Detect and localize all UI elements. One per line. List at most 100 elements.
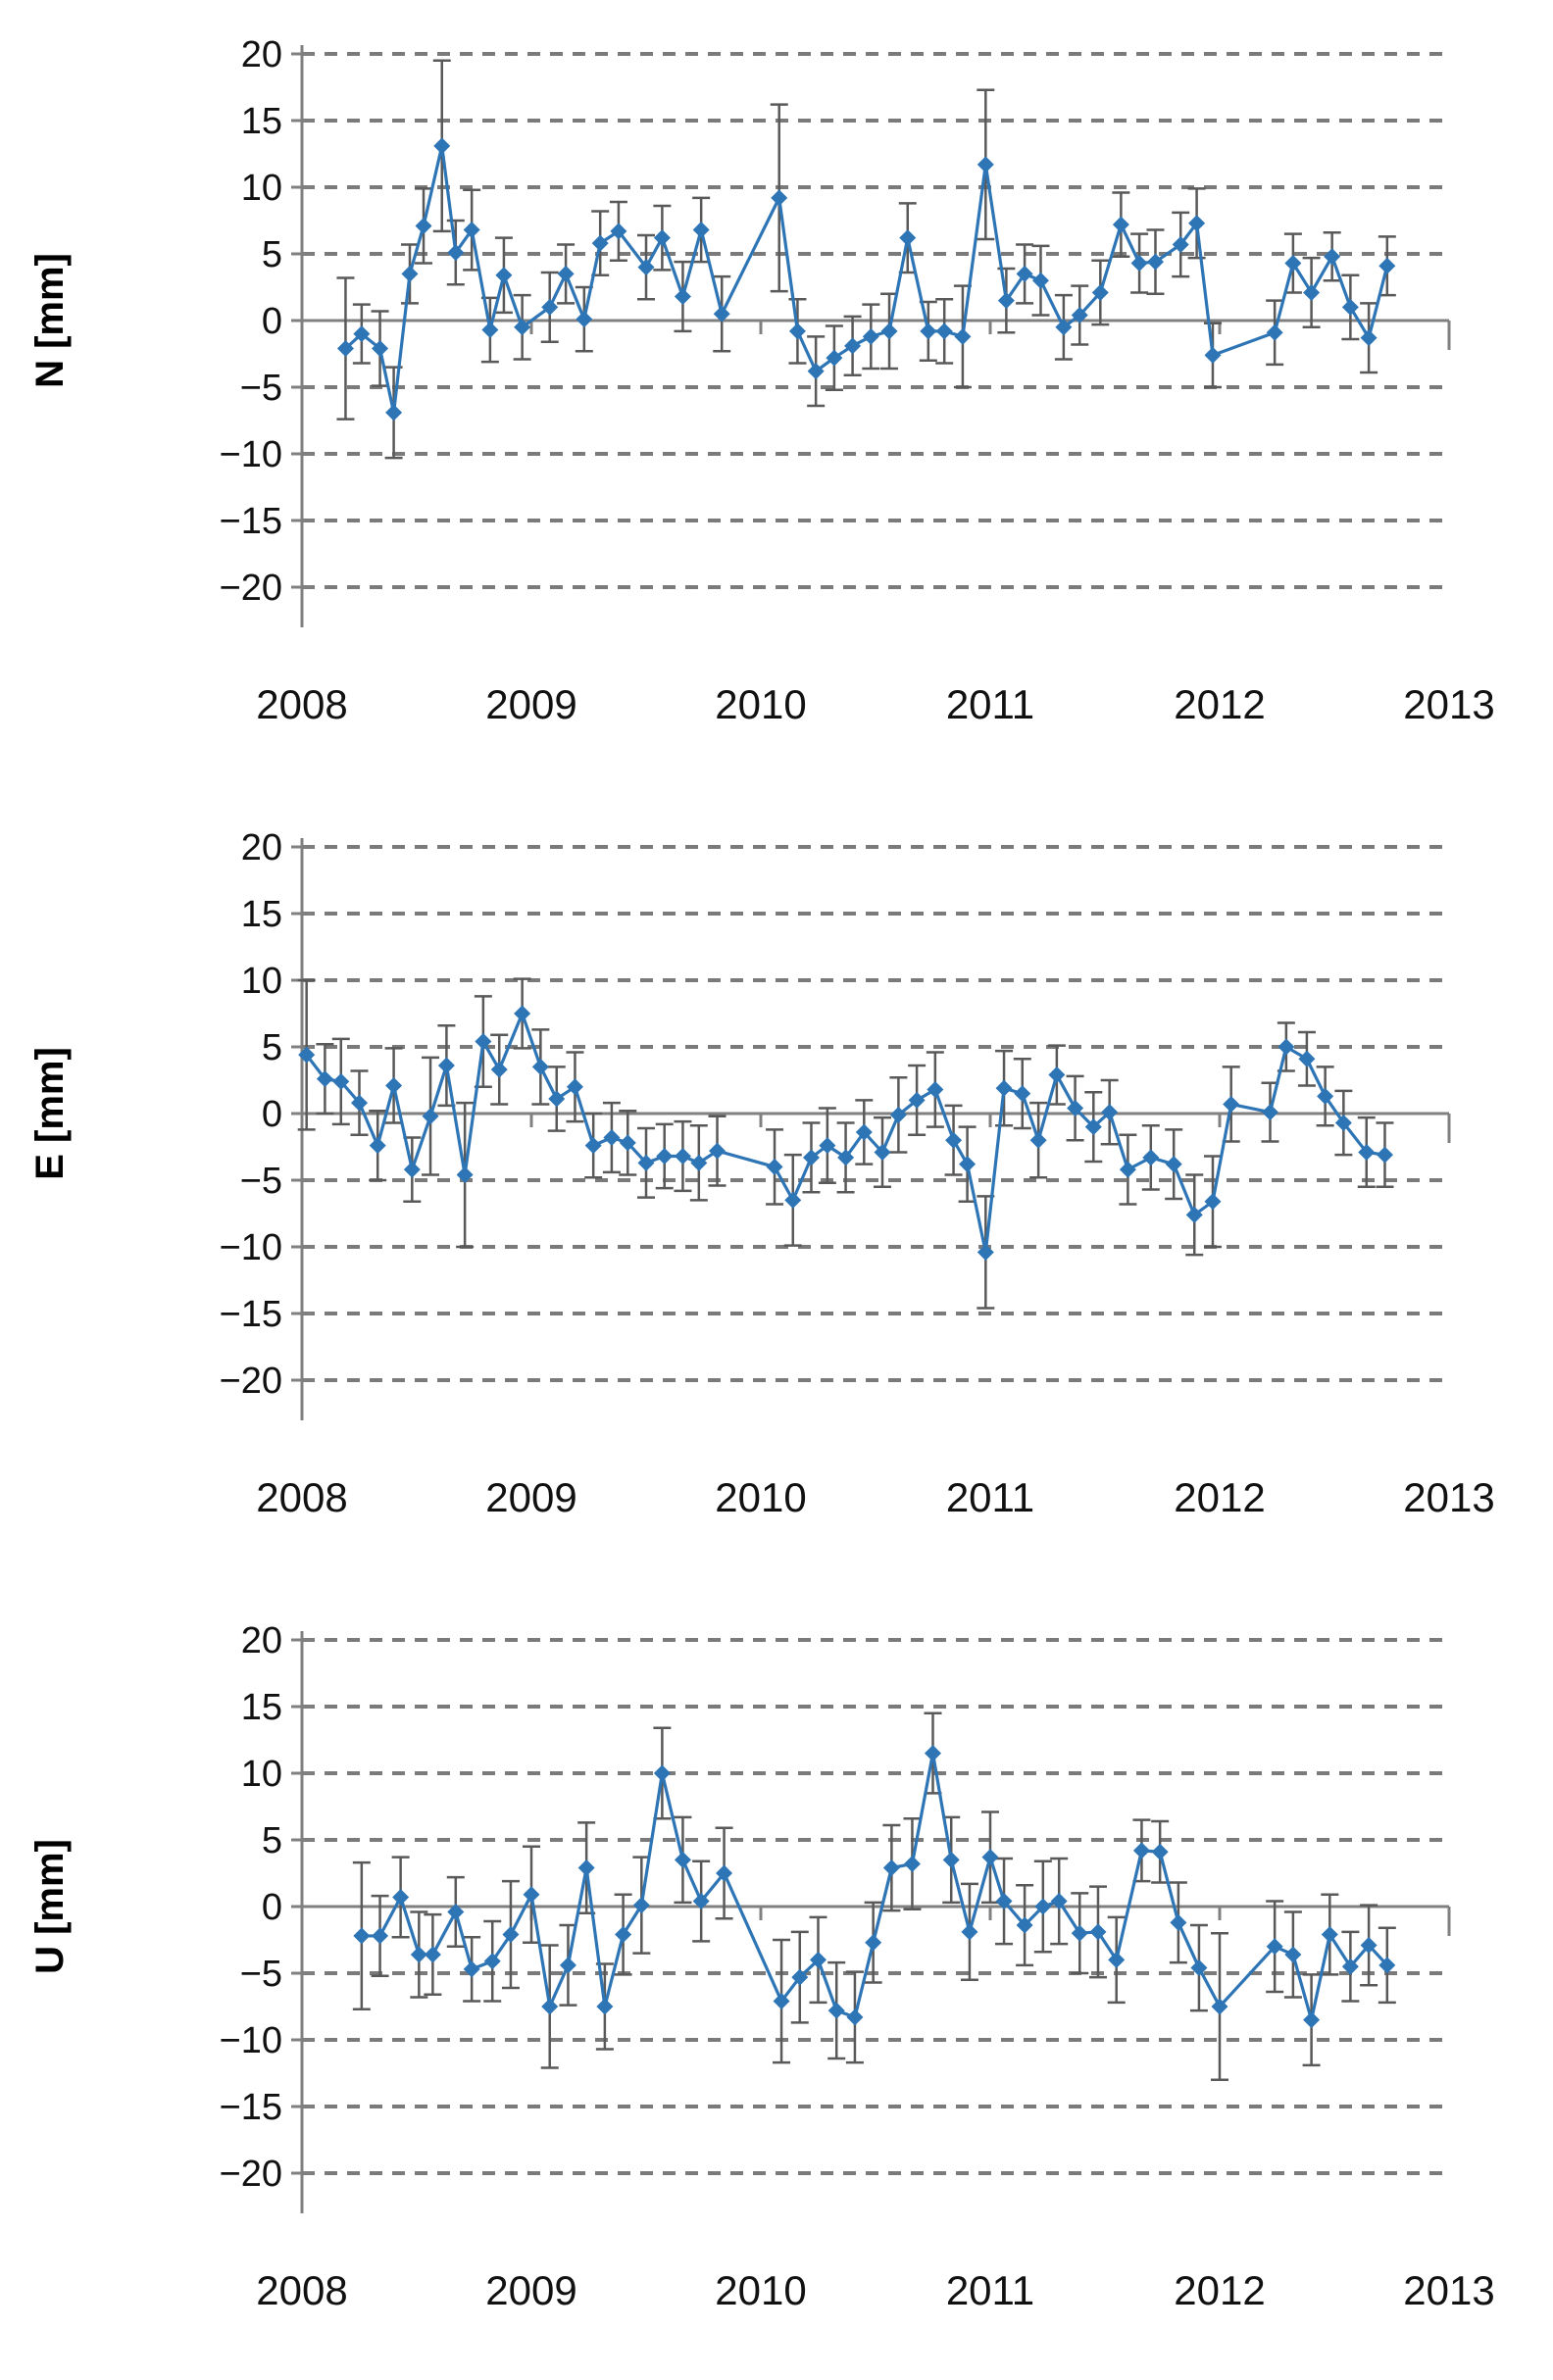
data-point-marker: [410, 1946, 427, 1963]
data-point-marker: [332, 1072, 350, 1090]
data-point-marker: [514, 319, 531, 336]
data-point-marker: [653, 229, 671, 247]
data-point-marker: [1358, 1143, 1376, 1161]
data-point-marker: [1266, 323, 1283, 341]
data-point-marker: [372, 1927, 389, 1945]
y-tick-labels: 20 15 10 5 0 −5 −10 −15 −20: [220, 34, 282, 609]
data-point-marker: [424, 1946, 441, 1963]
data-point-marker: [1108, 1951, 1126, 1968]
x-tick-label: 2009: [485, 681, 576, 727]
data-point-marker: [807, 363, 825, 380]
y-tick-label: −10: [220, 2020, 282, 2061]
x-tick-label: 2008: [256, 681, 347, 727]
data-point-marker: [1142, 1149, 1160, 1166]
y-tick-label: −5: [240, 1161, 282, 1202]
data-point-marker: [1190, 1959, 1208, 1977]
data-point-marker: [1146, 253, 1164, 271]
data-point-marker: [557, 265, 575, 282]
data-point-marker: [1071, 1924, 1088, 1942]
data-point-marker: [351, 1094, 368, 1112]
data-point-marker: [576, 311, 593, 328]
data-point-marker: [908, 1091, 926, 1109]
y-tick-label: 0: [262, 301, 282, 342]
data-point-marker: [1119, 1161, 1136, 1178]
data-point-marker: [766, 1158, 783, 1175]
data-point-marker: [810, 1951, 827, 1968]
y-tick-label: −15: [220, 501, 282, 542]
data-point-marker: [977, 156, 994, 174]
y-tick-label: −10: [220, 1227, 282, 1268]
data-point-marker: [502, 1926, 520, 1944]
y-tick-label: −15: [220, 1294, 282, 1335]
data-point-marker: [889, 1106, 907, 1123]
data-point-marker: [481, 322, 499, 339]
data-point-marker: [784, 1191, 802, 1209]
data-point-marker: [1360, 329, 1378, 347]
data-point-marker: [997, 292, 1015, 310]
data-point-marker: [837, 1149, 855, 1166]
data-point-marker: [1071, 307, 1088, 324]
x-tick-label: 2012: [1174, 2267, 1265, 2313]
data-point-marker: [566, 1078, 583, 1096]
data-point-marker: [1261, 1104, 1278, 1121]
data-point-marker: [1303, 283, 1321, 301]
data-point-marker: [692, 1893, 710, 1910]
data-point-marker: [995, 1079, 1013, 1097]
data-point-marker: [1165, 1156, 1182, 1173]
data-point-marker: [548, 1090, 566, 1108]
y-tick-label: −5: [240, 368, 282, 409]
data-point-marker: [475, 1033, 492, 1051]
data-point-marker: [603, 1128, 621, 1146]
data-point-marker: [433, 137, 451, 155]
x-tick-label: 2009: [485, 1474, 576, 1520]
e-component-chart: 20 15 10 5 0 −5 −10 −15 −20 2008 2009 2010 2011 2012 2…: [0, 793, 1553, 1586]
y-tick-labels: 20 15 10 5 0 −5 −10 −15 −20: [220, 1620, 282, 2195]
y-tick-label: −20: [220, 2154, 282, 2195]
data-point-marker: [495, 267, 513, 284]
x-tick-label: 2009: [485, 2267, 576, 2313]
data-point-marker: [1266, 1938, 1283, 1956]
u-component-chart: 20 15 10 5 0 −5 −10 −15 −20 2008 2009 2010 2011 2012 2…: [0, 1586, 1553, 2379]
data-point-marker: [882, 1859, 900, 1877]
data-point-marker: [1188, 215, 1206, 232]
data-point-marker: [788, 322, 806, 340]
y-axis-title: E [mm]: [28, 1047, 72, 1180]
data-point-marker: [692, 222, 710, 239]
data-point-marker: [1016, 1916, 1033, 1934]
x-tick-label: 2012: [1174, 1474, 1265, 1520]
data-point-marker: [415, 217, 432, 234]
data-point-marker: [1378, 257, 1396, 274]
x-tick-label: 2013: [1403, 1474, 1494, 1520]
data-point-marker: [1317, 1087, 1334, 1105]
data-point-marker: [1223, 1095, 1240, 1113]
data-point-marker: [674, 288, 691, 306]
data-point-marker: [903, 1855, 921, 1872]
data-point-marker: [1211, 1998, 1228, 2015]
data-point-marker: [862, 327, 879, 345]
data-point-marker: [846, 2008, 864, 2026]
y-axis-title: N [mm]: [28, 253, 72, 388]
data-point-marker: [619, 1134, 636, 1152]
data-point-marker: [514, 1005, 531, 1022]
data-point-marker: [1277, 1038, 1295, 1056]
data-point-marker: [1185, 1206, 1203, 1223]
data-point-marker: [690, 1154, 708, 1171]
data-point-marker: [1091, 283, 1109, 301]
data-point-marker: [1130, 255, 1148, 273]
x-tick-label: 2011: [946, 1474, 1034, 1520]
data-point-marker: [713, 305, 730, 322]
x-tick-labels: 2008 2009 2010 2011 2012 2013: [256, 2267, 1494, 2313]
y-axis-title: U [mm]: [28, 1839, 72, 1974]
data-point-marker: [447, 1903, 465, 1920]
data-point-marker: [1151, 1843, 1169, 1860]
data-point-marker: [1067, 1100, 1084, 1117]
y-tick-label: 15: [241, 101, 282, 142]
data-point-marker: [1284, 1946, 1302, 1963]
data-point-marker: [422, 1108, 439, 1125]
data-point-marker: [709, 1142, 726, 1160]
y-tick-label: 5: [262, 234, 282, 275]
data-point-marker: [1055, 319, 1073, 336]
